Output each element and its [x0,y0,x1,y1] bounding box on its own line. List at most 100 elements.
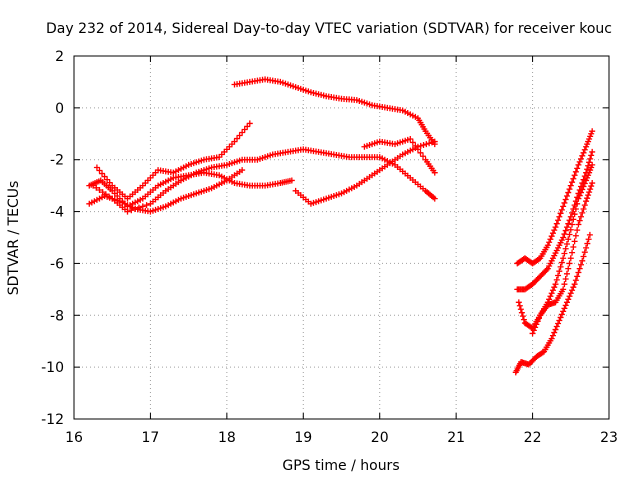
data-point [567,182,574,189]
data-point [552,224,559,231]
data-point [585,236,592,243]
data-point [566,186,573,193]
data-point [569,249,576,256]
y-tick-label: -10 [41,360,64,376]
data-point [565,220,572,227]
data-point [571,172,578,179]
data-point [577,155,584,162]
data-point [552,326,559,333]
data-point [551,227,558,234]
data-point [584,166,591,173]
data-point [546,296,553,303]
data-point [431,195,438,202]
data-point [555,217,562,224]
data-point [563,193,570,200]
data-point [581,202,588,209]
data-point [566,217,573,224]
series-track-7 [361,135,438,176]
data-point [561,250,568,257]
data-point [576,158,583,165]
data-point [584,195,591,202]
data-point [585,162,592,169]
data-point [574,165,581,172]
data-point [577,189,584,196]
data-point [572,232,579,239]
data-point [553,276,560,283]
data-point [580,149,587,156]
data-point [580,205,587,212]
series-track-11 [529,180,596,337]
data-point [535,315,542,322]
y-tick-label: 0 [55,101,64,117]
data-point [569,179,576,186]
data-point [583,198,590,205]
data-point [583,244,590,251]
data-point [560,308,567,315]
data-point [587,186,594,193]
data-point [544,242,551,249]
data-point [556,213,563,220]
data-points [86,76,596,376]
data-point [575,161,582,168]
data-point [547,236,554,243]
data-point [569,287,576,294]
data-point [556,268,563,275]
x-axis-label: GPS time / hours [282,458,399,474]
data-point [241,126,248,133]
series-track-12 [512,231,593,376]
data-point [552,281,559,288]
data-point [518,309,525,316]
data-point [570,216,577,223]
data-point [572,205,579,212]
data-point [548,233,555,240]
data-point [586,159,593,166]
data-point [551,284,558,291]
data-point [567,255,574,262]
data-point [566,231,573,238]
data-point [586,189,593,196]
data-point [543,266,550,273]
data-point [561,305,568,312]
data-point [580,253,587,260]
y-tick-label: -12 [41,412,64,428]
data-point [563,299,570,306]
data-point [579,186,586,193]
y-tick-label: -4 [50,205,64,221]
x-tick-label: 16 [65,430,83,446]
data-point [409,139,416,146]
y-tick-label: 2 [55,49,64,65]
data-point [423,141,430,148]
series-track-4 [93,120,253,202]
data-point [124,208,131,215]
x-tick-label: 18 [218,430,236,446]
data-point [579,152,586,159]
data-point [551,329,558,336]
data-point [539,349,546,356]
data-point [562,302,569,309]
data-point [239,129,246,136]
data-point [576,217,583,224]
data-point [561,231,568,238]
data-point [532,324,539,331]
data-point [581,180,588,187]
data-point [517,306,524,313]
data-point [563,240,570,247]
data-point [99,189,106,196]
data-point [569,221,576,228]
data-point [529,330,536,337]
data-point [407,135,414,142]
data-point [575,269,582,276]
data-point [520,316,527,323]
data-point [533,321,540,328]
data-point [560,255,567,262]
data-point [516,302,523,309]
data-point [426,140,433,147]
data-point [560,234,567,241]
data-point [566,293,573,300]
data-point [574,200,581,207]
data-point [104,176,111,183]
data-point [588,183,595,190]
x-tick-label: 19 [294,430,312,446]
data-point [546,239,553,246]
axis-ticks [73,55,610,420]
